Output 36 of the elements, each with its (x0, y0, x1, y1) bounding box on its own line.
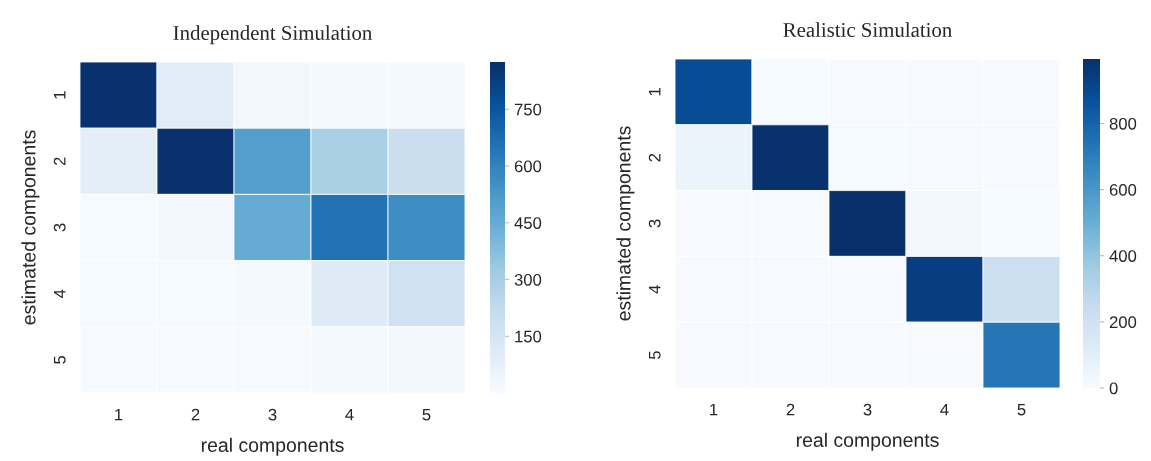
y-tick-label: 3 (648, 219, 661, 228)
x-tick-label: 5 (422, 408, 431, 421)
y-tick-label: 3 (53, 223, 66, 232)
chart-title: Realistic Simulation (783, 22, 952, 37)
x-axis-title: real components (201, 437, 344, 456)
y-tick-label: 1 (53, 91, 66, 99)
x-tick-label: 4 (345, 408, 354, 421)
color-bar-label: 150 (515, 330, 542, 343)
chart-title: Independent Simulation (173, 25, 372, 45)
color-bar-label: 800 (1109, 117, 1137, 130)
color-bar-label: 600 (1109, 184, 1137, 196)
y-tick-label: 4 (53, 289, 66, 298)
y-axis-title: estimated components (616, 126, 635, 321)
color-bar-label: 0 (1109, 382, 1118, 395)
color-bar-label: 750 (514, 103, 542, 116)
color-bar-label: 400 (1109, 250, 1137, 262)
y-tick-label: 2 (648, 153, 661, 162)
x-tick-label: 3 (863, 403, 872, 416)
color-bar-label: 200 (1109, 316, 1137, 329)
x-tick-label: 1 (710, 403, 718, 416)
x-tick-label: 1 (115, 408, 123, 421)
y-tick-label: 5 (648, 351, 661, 360)
x-tick-label: 4 (940, 403, 949, 416)
color-bar-label: 300 (514, 273, 542, 286)
y-axis-title: estimated components (21, 130, 40, 325)
x-tick-label: 2 (786, 403, 795, 416)
x-axis-title: real components (796, 432, 939, 451)
x-tick-label: 3 (268, 408, 277, 421)
x-tick-label: 5 (1017, 403, 1026, 416)
x-tick-label: 2 (191, 408, 200, 421)
y-tick-label: 2 (53, 157, 66, 166)
y-tick-label: 5 (53, 355, 66, 364)
color-bar-label: 600 (514, 160, 542, 173)
y-tick-label: 4 (648, 285, 661, 294)
y-tick-label: 1 (648, 88, 661, 96)
color-bar-label: 450 (514, 217, 542, 229)
